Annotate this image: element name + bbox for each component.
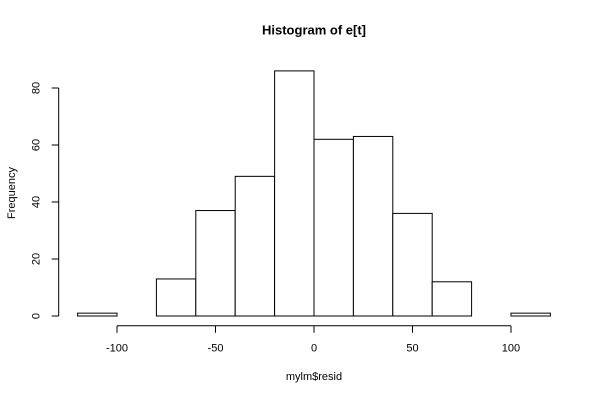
bar <box>392 212 433 317</box>
y-tick-label: 40 <box>31 196 43 208</box>
x-tick-label: -50 <box>208 343 224 355</box>
y-tick-label: 20 <box>31 253 43 265</box>
y-axis-label: Frequency <box>6 167 18 219</box>
x-axis-label: mylm$resid <box>286 371 342 383</box>
x-tick-label: 100 <box>502 343 520 355</box>
x-tick-label: -100 <box>106 343 128 355</box>
bar <box>77 312 118 317</box>
y-tick-label: 80 <box>31 82 43 94</box>
x-tick-label: 0 <box>311 343 317 355</box>
bar <box>234 175 276 317</box>
bar <box>431 281 473 317</box>
y-tick-label: 0 <box>31 313 43 319</box>
bar <box>352 135 394 317</box>
chart-title: Histogram of e[t] <box>262 22 366 37</box>
y-tick-label: 60 <box>31 139 43 151</box>
bar <box>313 138 354 317</box>
bar <box>274 70 315 317</box>
bar <box>195 210 236 317</box>
bar <box>510 312 551 317</box>
x-tick-label: 50 <box>406 343 418 355</box>
bar <box>155 278 197 317</box>
